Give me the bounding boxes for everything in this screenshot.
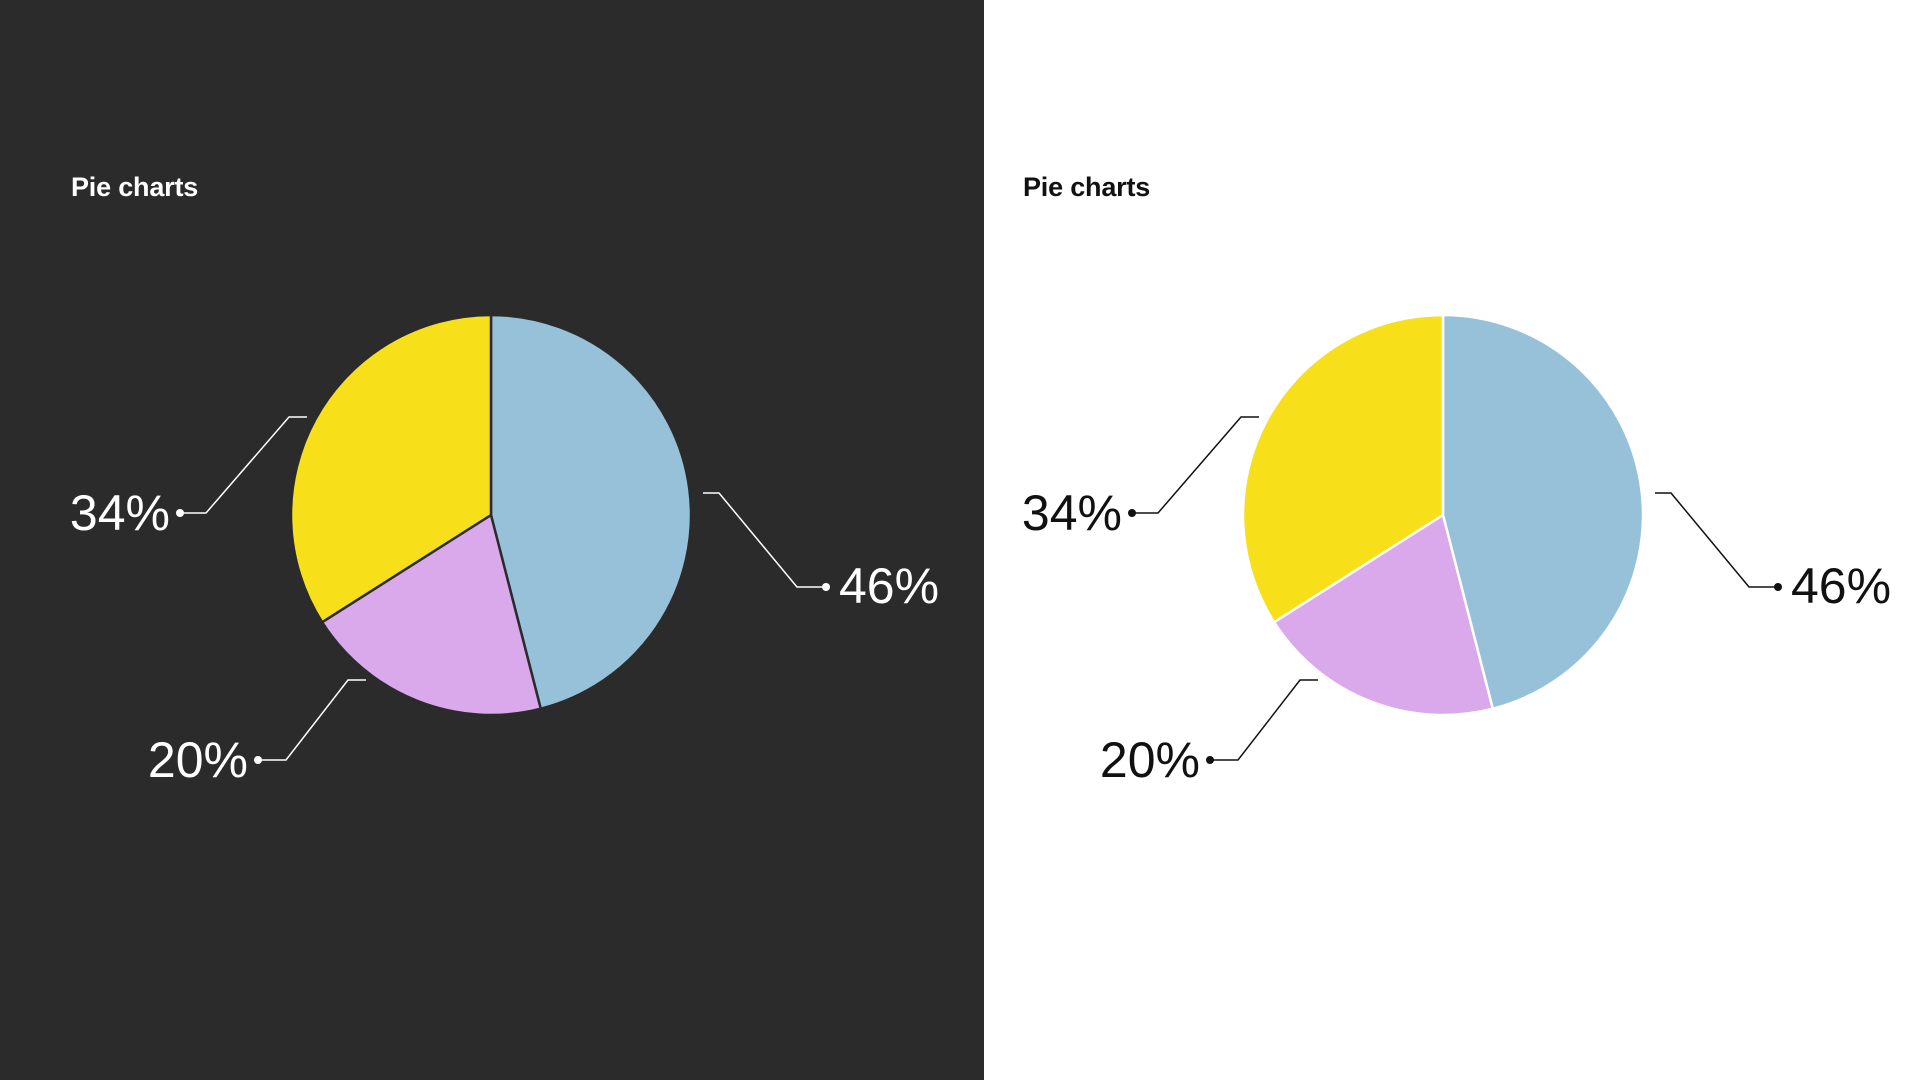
dark-panel: Pie charts 46% 20% 34% (0, 0, 984, 1080)
leader-line-20 (1210, 679, 1318, 761)
chart-title: Pie charts (1023, 172, 1151, 202)
pie-chart-light: 46% 20% 34% (1022, 313, 1891, 788)
slice-20 (1272, 513, 1494, 717)
leader-line-46 (1655, 492, 1778, 588)
data-label-34: 34% (1022, 485, 1122, 541)
leader-dot-20 (254, 756, 262, 764)
slice-34 (289, 313, 493, 624)
data-label-20: 20% (148, 732, 248, 788)
leader-dot-34 (1128, 509, 1136, 517)
slice-20 (320, 513, 542, 717)
leader-dot-34 (176, 509, 184, 517)
data-label-20: 20% (1100, 732, 1200, 788)
pie-chart-dark: 46% 20% 34% (70, 313, 939, 788)
leader-dot-46 (1774, 583, 1782, 591)
slice-34 (1241, 313, 1445, 624)
leader-line-34 (180, 416, 307, 514)
leader-dot-20 (1206, 756, 1214, 764)
slice-46 (489, 313, 693, 710)
leader-line-20 (258, 679, 366, 761)
chart-title: Pie charts (71, 172, 199, 202)
slice-46 (1441, 313, 1645, 710)
data-label-46: 46% (1791, 558, 1891, 614)
leader-line-34 (1132, 416, 1259, 514)
leader-dot-46 (822, 583, 830, 591)
data-label-46: 46% (839, 558, 939, 614)
data-label-34: 34% (70, 485, 170, 541)
light-panel: Pie charts 46% 20% 34% (984, 0, 1920, 1080)
leader-line-46 (703, 492, 826, 588)
